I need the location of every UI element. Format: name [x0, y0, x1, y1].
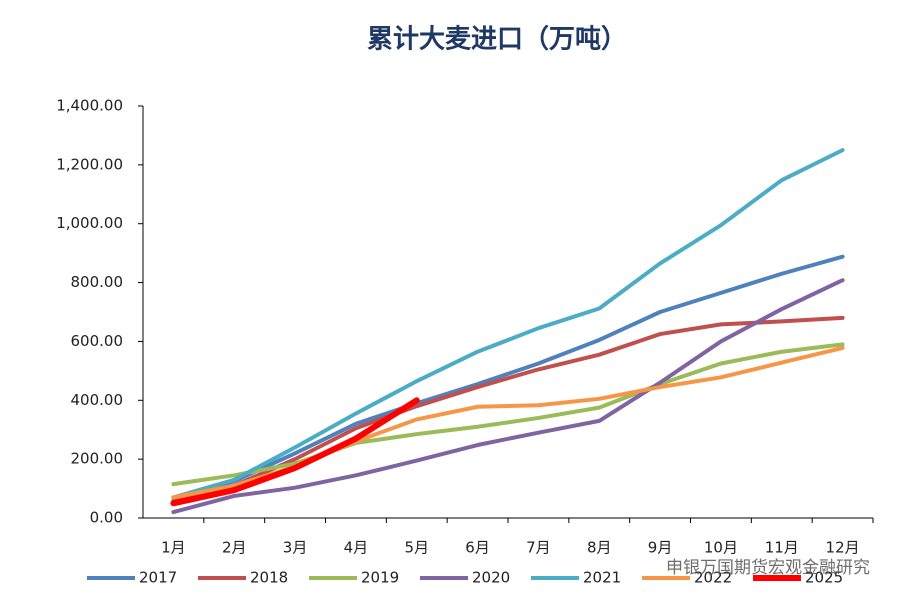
series-line	[170, 397, 420, 507]
y-tick-label: 200.00	[71, 450, 124, 468]
y-tick-label: 0.00	[90, 509, 123, 527]
y-tick-label: 600.00	[71, 332, 124, 350]
y-tick-label: 1,400.00	[56, 97, 123, 115]
y-tick-label: 400.00	[71, 391, 124, 409]
x-tick-label: 3月	[283, 539, 308, 557]
legend-label: 2021	[583, 569, 621, 587]
chart-title: 累计大麦进口（万吨）	[367, 25, 627, 55]
y-tick-label: 1,200.00	[56, 155, 123, 173]
x-tick-label: 7月	[526, 539, 551, 557]
watermark: 申银万国期货宏观金融研究	[666, 558, 870, 578]
y-tick-label: 1,000.00	[56, 214, 123, 232]
x-tick-label: 8月	[587, 539, 612, 557]
x-tick-label: 4月	[344, 539, 369, 557]
x-tick-label: 2月	[222, 539, 247, 557]
legend-label: 2022	[694, 569, 732, 587]
x-tick-label: 12月	[826, 539, 860, 557]
series-line	[171, 342, 845, 487]
x-tick-label: 10月	[704, 539, 738, 557]
x-tick-label: 1月	[161, 539, 186, 557]
legend-label: 2017	[139, 569, 177, 587]
series-line	[171, 278, 845, 515]
legend-label: 2020	[472, 569, 510, 587]
x-tick-label: 9月	[648, 539, 673, 557]
x-tick-label: 5月	[404, 539, 429, 557]
legend-label: 2019	[361, 569, 399, 587]
series-line	[171, 148, 845, 500]
legend-label: 2025	[805, 569, 843, 587]
x-tick-label: 6月	[465, 539, 490, 557]
y-tick-label: 800.00	[71, 273, 124, 291]
legend-label: 2018	[250, 569, 288, 587]
x-tick-label: 11月	[765, 539, 799, 557]
series-line	[171, 254, 845, 503]
